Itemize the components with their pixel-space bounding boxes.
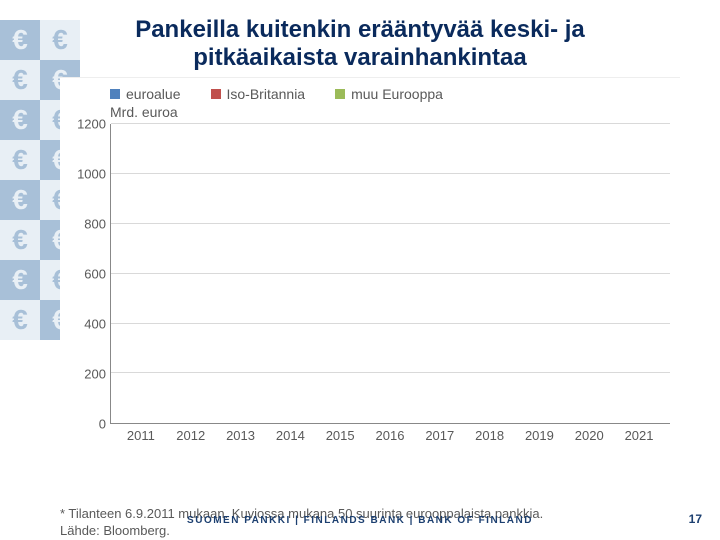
legend-item: euroalue [110, 86, 181, 102]
legend-label: muu Eurooppa [351, 86, 443, 102]
x-tick: 2011 [123, 428, 159, 443]
chart-plot: 020040060080010001200 [70, 124, 670, 424]
x-tick: 2017 [422, 428, 458, 443]
x-tick: 2016 [372, 428, 408, 443]
y-tick: 400 [84, 317, 106, 332]
x-tick: 2018 [472, 428, 508, 443]
gridline [111, 323, 670, 324]
y-axis: 020040060080010001200 [70, 124, 110, 424]
y-tick: 600 [84, 267, 106, 282]
gridline [111, 173, 670, 174]
legend-swatch [211, 89, 221, 99]
y-tick: 800 [84, 217, 106, 232]
chart-container: euroalue Iso-Britannia muu Eurooppa Mrd. e… [60, 77, 680, 495]
y-tick: 1000 [77, 167, 106, 182]
legend-swatch [335, 89, 345, 99]
gridline [111, 372, 670, 373]
y-tick: 0 [99, 417, 106, 432]
chart-legend: euroalue Iso-Britannia muu Eurooppa [70, 86, 670, 102]
y-tick: 1200 [77, 117, 106, 132]
x-tick: 2020 [571, 428, 607, 443]
x-tick: 2013 [223, 428, 259, 443]
legend-label: euroalue [126, 86, 181, 102]
y-tick: 200 [84, 367, 106, 382]
legend-swatch [110, 89, 120, 99]
x-tick: 2021 [621, 428, 657, 443]
slide: Pankeilla kuitenkin erääntyvää keski- ja… [0, 0, 720, 540]
legend-item: muu Eurooppa [335, 86, 443, 102]
gridline [111, 223, 670, 224]
x-tick: 2012 [173, 428, 209, 443]
plot-area [110, 124, 670, 424]
legend-item: Iso-Britannia [211, 86, 306, 102]
x-tick: 2015 [322, 428, 358, 443]
bars-group [111, 124, 670, 423]
y-axis-title: Mrd. euroa [70, 104, 670, 120]
x-tick: 2014 [272, 428, 308, 443]
x-ticks: 2011 2012 2013 2014 2015 2016 2017 2018 2019 2020… [110, 424, 670, 443]
slide-title: Pankeilla kuitenkin erääntyvää keski- ja… [0, 0, 720, 77]
page-number: 17 [689, 512, 702, 526]
footer-brand: SUOMEN PANKKI | FINLANDS BANK | BANK OF … [0, 515, 720, 526]
legend-label: Iso-Britannia [227, 86, 306, 102]
x-tick: 2019 [521, 428, 557, 443]
gridline [111, 123, 670, 124]
x-axis: 2011 2012 2013 2014 2015 2016 2017 2018 2019 2020… [70, 424, 670, 443]
gridline [111, 273, 670, 274]
